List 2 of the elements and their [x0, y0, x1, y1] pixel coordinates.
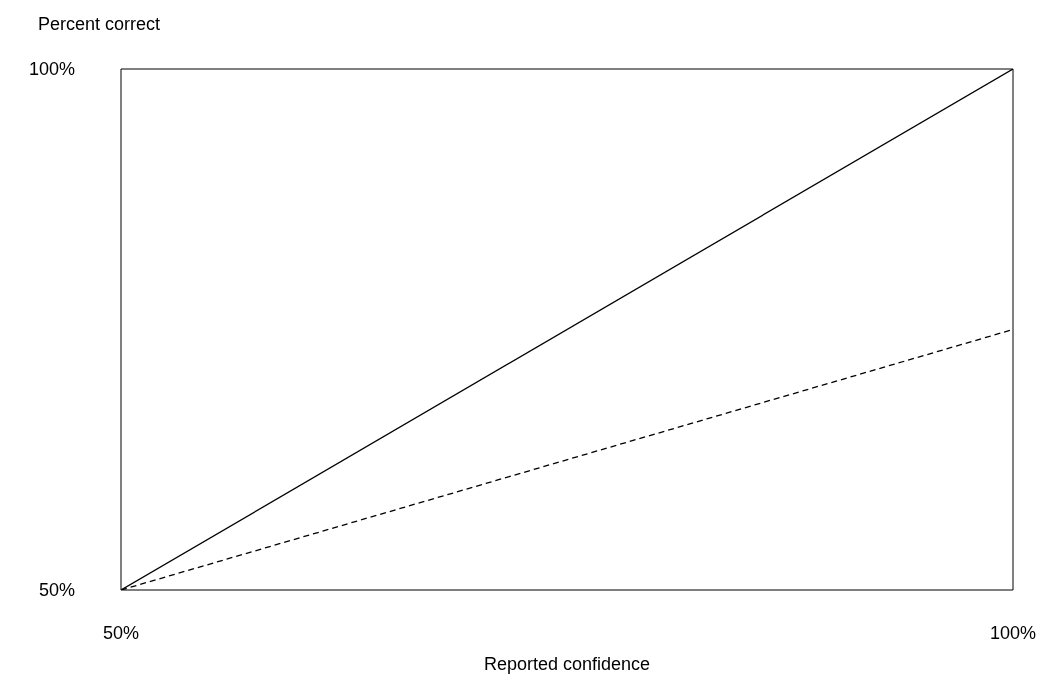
y-axis-title: Percent correct: [38, 14, 161, 35]
x-axis-title: Reported confidence: [483, 654, 651, 674]
